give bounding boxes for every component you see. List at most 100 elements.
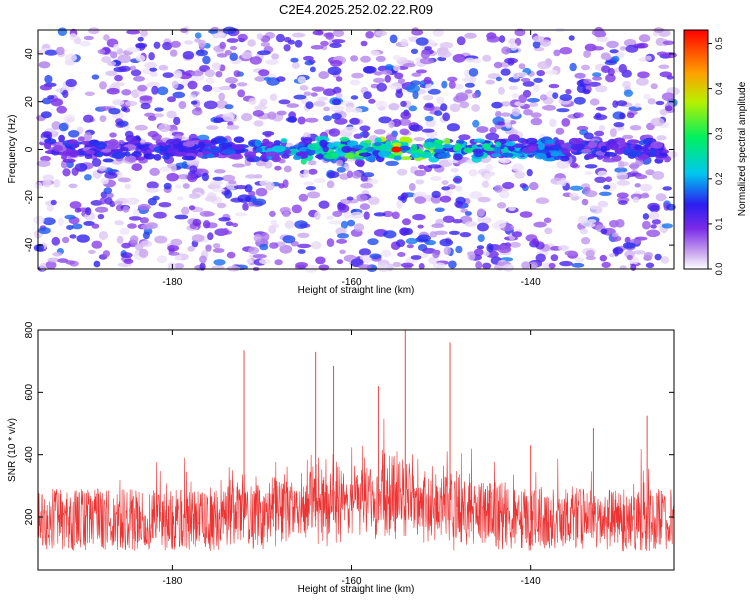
heatmap-cell: [166, 147, 179, 154]
heatmap-cell: [91, 240, 103, 249]
heatmap-cell: [589, 205, 600, 210]
heatmap-cell: [375, 30, 388, 37]
heatmap-cell: [385, 160, 399, 166]
heatmap-cell: [95, 206, 109, 213]
heatmap-cell: [232, 222, 239, 228]
heatmap-cell: [334, 117, 348, 125]
heatmap-cell: [96, 152, 103, 158]
heatmap-cell: [153, 211, 167, 219]
snr-y-tick-label: 200: [24, 508, 35, 525]
heatmap-cell: [434, 110, 443, 116]
heatmap-cell: [224, 104, 234, 110]
heatmap-cell: [534, 153, 547, 160]
heatmap-cell: [323, 88, 336, 96]
heatmap-cell: [122, 205, 130, 213]
heatmap-cell: [207, 232, 214, 241]
heatmap-cell: [354, 223, 365, 232]
heatmap-cell: [42, 174, 55, 182]
heatmap-cell: [339, 136, 350, 142]
heatmap-cell: [119, 227, 130, 235]
heatmap-cell: [446, 123, 460, 132]
heatmap-cell: [323, 32, 334, 38]
heatmap-cell: [275, 33, 285, 43]
heatmap-cell: [637, 71, 650, 79]
heatmap-cell: [190, 70, 204, 77]
heatmap-cell: [399, 128, 410, 136]
heatmap-y-tick-label: 20: [24, 96, 35, 108]
heatmap-cell: [36, 160, 51, 168]
heatmap-cell: [396, 199, 404, 209]
heatmap-cell: [178, 101, 187, 109]
heatmap-cell: [459, 101, 470, 109]
heatmap-cell: [403, 62, 416, 68]
heatmap-cell: [255, 160, 266, 167]
heatmap-cell: [233, 136, 245, 143]
heatmap-cell: [222, 149, 236, 155]
heatmap-cell: [411, 27, 420, 34]
heatmap-cell: [350, 211, 364, 219]
heatmap-cell: [616, 100, 628, 107]
heatmap-cell: [79, 40, 91, 47]
heatmap-cell: [624, 236, 631, 244]
colorbar-gradient: [683, 29, 709, 270]
heatmap-cell: [229, 52, 238, 61]
heatmap-cell: [295, 151, 309, 157]
heatmap-cell: [162, 72, 174, 78]
heatmap-cell: [463, 147, 473, 154]
heatmap-cell: [615, 219, 625, 228]
heatmap-cell: [545, 139, 558, 144]
heatmap-cell: [442, 215, 455, 223]
snr-series-line: [37, 418, 675, 552]
heatmap-cell: [97, 213, 105, 220]
heatmap-cell: [626, 112, 635, 119]
snr-frame: [37, 329, 675, 571]
heatmap-cell: [633, 250, 646, 255]
heatmap-cell: [351, 72, 364, 79]
heatmap-cell: [290, 57, 299, 63]
heatmap-cell: [392, 142, 402, 147]
heatmap-cell: [420, 50, 431, 59]
heatmap-cell: [614, 167, 628, 174]
heatmap-cell: [508, 134, 520, 142]
heatmap-cell: [455, 245, 463, 254]
heatmap-x-tick-label: -140: [521, 277, 541, 288]
heatmap-cell: [241, 51, 253, 59]
heatmap-cell: [330, 59, 343, 67]
heatmap-cell: [116, 120, 129, 127]
heatmap-cell: [393, 54, 401, 61]
heatmap-cell: [556, 108, 570, 113]
heatmap-cell: [126, 47, 140, 53]
heatmap-cell: [68, 149, 80, 158]
heatmap-cell: [655, 193, 667, 202]
heatmap-cell: [433, 139, 444, 145]
heatmap-cell: [626, 254, 633, 261]
heatmap-cell: [204, 195, 218, 202]
heatmap-cell: [397, 195, 406, 201]
heatmap-cell: [346, 170, 353, 179]
heatmap-cell: [276, 110, 287, 116]
heatmap-cell: [400, 100, 407, 107]
snr-y-tick-label: 800: [24, 321, 35, 338]
heatmap-cell: [55, 46, 65, 56]
heatmap-cell: [222, 174, 236, 182]
heatmap-cell: [114, 171, 123, 180]
heatmap-cell: [210, 180, 223, 186]
heatmap-cell: [205, 77, 215, 84]
heatmap-cell: [482, 54, 492, 62]
heatmap-cell: [330, 105, 344, 113]
heatmap-cell: [593, 114, 608, 121]
heatmap-cell: [237, 82, 248, 87]
heatmap-cell: [145, 187, 160, 193]
heatmap-cell: [309, 66, 316, 73]
heatmap-cell: [83, 114, 94, 123]
heatmap-cell: [153, 113, 164, 118]
heatmap-cell: [600, 145, 608, 153]
heatmap-cell: [280, 138, 288, 144]
heatmap-cell: [263, 76, 272, 81]
heatmap-cell: [599, 254, 607, 262]
heatmap-cell: [483, 250, 490, 257]
heatmap-cell: [574, 257, 585, 263]
heatmap-cell: [91, 74, 100, 80]
heatmap-cell: [270, 219, 278, 225]
heatmap-cell: [389, 82, 403, 90]
